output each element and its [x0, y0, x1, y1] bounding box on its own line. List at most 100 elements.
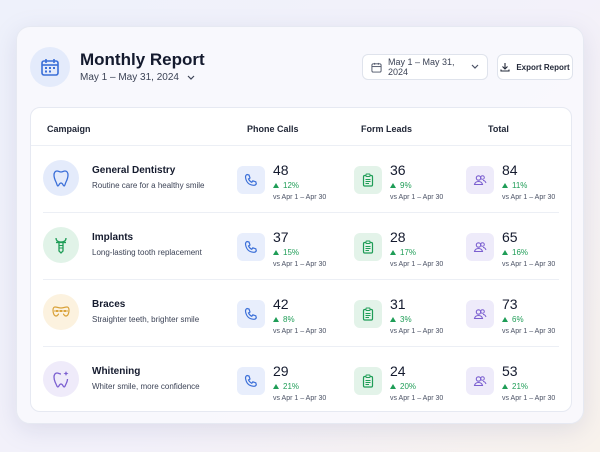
users-icon	[466, 300, 494, 328]
total-compare: vs Apr 1 – Apr 30	[502, 194, 556, 201]
arrow-up-icon	[273, 250, 279, 255]
total-compare: vs Apr 1 – Apr 30	[502, 395, 556, 402]
chevron-down-icon	[187, 75, 195, 80]
total-compare: vs Apr 1 – Apr 30	[502, 328, 556, 335]
arrow-up-icon	[502, 250, 508, 255]
export-report-button[interactable]: Export Report	[497, 54, 573, 80]
date-picker-button[interactable]: May 1 – May 31, 2024	[362, 54, 488, 80]
form-leads-cell: 31 3% vs Apr 1 – Apr 30	[354, 280, 464, 347]
phone-calls-value: 37	[273, 229, 289, 245]
clipboard-icon	[354, 233, 382, 261]
form-leads-compare: vs Apr 1 – Apr 30	[390, 194, 444, 201]
date-range-label: May 1 – May 31, 2024	[80, 72, 179, 83]
form-leads-compare: vs Apr 1 – Apr 30	[390, 328, 444, 335]
phone-calls-cell: 42 8% vs Apr 1 – Apr 30	[237, 280, 347, 347]
phone-calls-cell: 48 12% vs Apr 1 – Apr 30	[237, 146, 347, 213]
phone-icon	[237, 233, 265, 261]
phone-calls-change: 8%	[273, 315, 295, 324]
phone-calls-value: 42	[273, 296, 289, 312]
calendar-icon	[30, 47, 70, 87]
table-row[interactable]: Implants Long-lasting tooth replacement …	[43, 213, 559, 280]
table-row[interactable]: General Dentistry Routine care for a hea…	[43, 146, 559, 213]
table-header: Campaign Phone Calls Form Leads Total	[31, 108, 571, 146]
total-value: 73	[502, 296, 518, 312]
download-icon	[500, 63, 510, 72]
sparkle-tooth-icon	[43, 361, 79, 397]
date-picker-label: May 1 – May 31, 2024	[388, 57, 455, 77]
phone-calls-cell: 37 15% vs Apr 1 – Apr 30	[237, 213, 347, 280]
phone-calls-change: 12%	[273, 181, 299, 190]
users-icon	[466, 367, 494, 395]
arrow-up-icon	[390, 183, 396, 188]
campaign-name: Implants	[92, 232, 134, 243]
clipboard-icon	[354, 367, 382, 395]
form-leads-compare: vs Apr 1 – Apr 30	[390, 395, 444, 402]
column-header-total: Total	[488, 124, 509, 134]
total-change: 16%	[502, 248, 528, 257]
phone-calls-change: 15%	[273, 248, 299, 257]
form-leads-change: 17%	[390, 248, 416, 257]
total-cell: 84 11% vs Apr 1 – Apr 30	[466, 146, 576, 213]
phone-icon	[237, 166, 265, 194]
page-title: Monthly Report	[80, 50, 205, 69]
form-leads-compare: vs Apr 1 – Apr 30	[390, 261, 444, 268]
form-leads-change: 3%	[390, 315, 412, 324]
form-leads-value: 36	[390, 162, 406, 178]
date-range-dropdown[interactable]: May 1 – May 31, 2024	[80, 72, 195, 83]
arrow-up-icon	[273, 317, 279, 322]
arrow-up-icon	[390, 317, 396, 322]
arrow-up-icon	[502, 384, 508, 389]
campaign-table: Campaign Phone Calls Form Leads Total Ge…	[30, 107, 572, 412]
arrow-up-icon	[273, 384, 279, 389]
arrow-up-icon	[273, 183, 279, 188]
column-header-form-leads: Form Leads	[361, 124, 413, 134]
report-card: Monthly Report May 1 – May 31, 2024 May …	[16, 26, 584, 424]
form-leads-value: 24	[390, 363, 406, 379]
phone-calls-compare: vs Apr 1 – Apr 30	[273, 328, 327, 335]
arrow-up-icon	[502, 183, 508, 188]
campaign-name: Whitening	[92, 366, 141, 377]
form-leads-change: 9%	[390, 181, 412, 190]
phone-icon	[237, 300, 265, 328]
table-row[interactable]: Whitening Whiter smile, more confidence …	[43, 347, 559, 414]
calendar-small-icon	[371, 62, 382, 73]
form-leads-value: 31	[390, 296, 406, 312]
form-leads-value: 28	[390, 229, 406, 245]
export-report-label: Export Report	[516, 62, 570, 72]
phone-calls-compare: vs Apr 1 – Apr 30	[273, 395, 327, 402]
form-leads-cell: 28 17% vs Apr 1 – Apr 30	[354, 213, 464, 280]
chevron-down-icon	[471, 64, 479, 69]
implant-icon	[43, 227, 79, 263]
phone-calls-compare: vs Apr 1 – Apr 30	[273, 194, 327, 201]
total-cell: 65 16% vs Apr 1 – Apr 30	[466, 213, 576, 280]
form-leads-cell: 36 9% vs Apr 1 – Apr 30	[354, 146, 464, 213]
tooth-icon	[43, 160, 79, 196]
arrow-up-icon	[502, 317, 508, 322]
arrow-up-icon	[390, 384, 396, 389]
braces-icon	[43, 294, 79, 330]
total-change: 11%	[502, 181, 527, 190]
phone-calls-change: 21%	[273, 382, 299, 391]
phone-calls-value: 48	[273, 162, 289, 178]
users-icon	[466, 233, 494, 261]
form-leads-cell: 24 20% vs Apr 1 – Apr 30	[354, 347, 464, 414]
clipboard-icon	[354, 300, 382, 328]
clipboard-icon	[354, 166, 382, 194]
total-compare: vs Apr 1 – Apr 30	[502, 261, 556, 268]
total-value: 65	[502, 229, 518, 245]
phone-calls-compare: vs Apr 1 – Apr 30	[273, 261, 327, 268]
total-cell: 53 21% vs Apr 1 – Apr 30	[466, 347, 576, 414]
campaign-description: Routine care for a healthy smile	[92, 181, 205, 190]
arrow-up-icon	[390, 250, 396, 255]
phone-icon	[237, 367, 265, 395]
total-value: 84	[502, 162, 518, 178]
total-cell: 73 6% vs Apr 1 – Apr 30	[466, 280, 576, 347]
table-row[interactable]: Braces Straighter teeth, brighter smile …	[43, 280, 559, 347]
total-change: 21%	[502, 382, 528, 391]
total-change: 6%	[502, 315, 524, 324]
campaign-name: Braces	[92, 299, 126, 310]
total-value: 53	[502, 363, 518, 379]
column-header-phone-calls: Phone Calls	[247, 124, 299, 134]
campaign-description: Long-lasting tooth replacement	[92, 248, 202, 257]
campaign-name: General Dentistry	[92, 165, 176, 176]
